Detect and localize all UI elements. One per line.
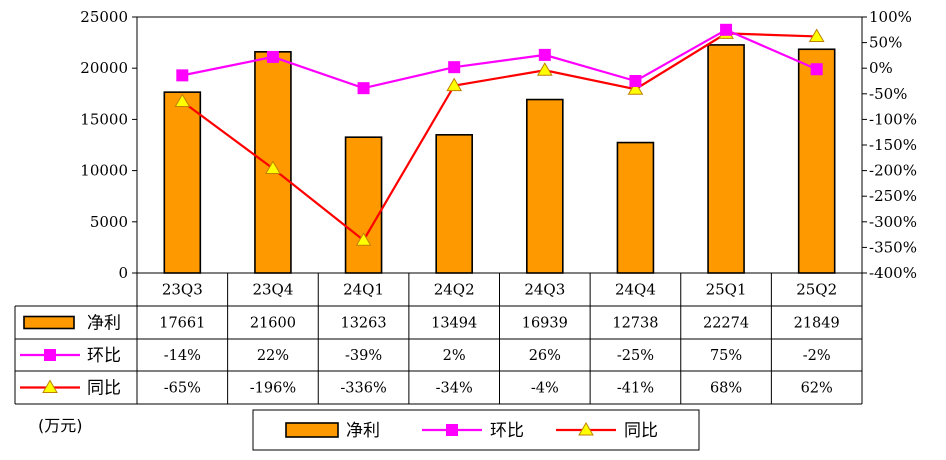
right-tick-label: -250% [869, 187, 917, 205]
table-cell: 22274 [703, 316, 749, 332]
row-label: 同比 [87, 379, 121, 399]
row-label: 环比 [87, 346, 121, 366]
left-tick-label: 25000 [80, 8, 128, 26]
lines-group [174, 23, 825, 246]
table-cell: 13494 [431, 316, 477, 332]
left-tick-label: 15000 [80, 110, 128, 128]
qoq-marker [720, 23, 733, 36]
table-cell: -4% [531, 381, 559, 397]
table-cell: -196% [250, 381, 296, 397]
table-cell: -34% [436, 381, 473, 397]
right-tick-label: 100% [869, 8, 912, 26]
table-cell: -14% [164, 348, 201, 364]
table-cell: 26% [529, 348, 561, 364]
right-tick-label: -50% [869, 85, 907, 103]
bar-net-profit [344, 136, 383, 274]
qoq-line [182, 28, 818, 90]
legend-key-yoy-marker [578, 422, 594, 436]
legend-label-yoy: 同比 [624, 421, 658, 441]
bars-group [163, 44, 836, 274]
yoy-marker [536, 62, 553, 76]
legend-label-net-profit: 净利 [346, 421, 380, 441]
left-tick-label: 20000 [80, 59, 128, 77]
qoq-marker [266, 50, 279, 63]
yoy-line [181, 32, 817, 242]
row-label: 净利 [87, 314, 121, 334]
right-tick-label: -300% [869, 213, 917, 231]
table-cell: 75% [710, 348, 742, 364]
right-tick-label: -200% [869, 162, 917, 180]
table-cell: -25% [617, 348, 654, 364]
table-cell: 68% [710, 381, 742, 397]
bar-net-profit [707, 44, 745, 274]
right-tick-label: -100% [869, 110, 917, 128]
row-key-marker [42, 379, 58, 393]
bar-net-profit [526, 98, 564, 274]
legend-label-qoq: 环比 [490, 421, 524, 441]
right-tick-label: -350% [869, 238, 917, 256]
yoy-marker [808, 28, 825, 42]
category-label: 25Q2 [796, 281, 837, 299]
bar-net-profit [797, 48, 836, 274]
left-tick-label: 10000 [80, 162, 128, 180]
qoq-marker [176, 69, 189, 82]
yoy-marker [627, 81, 644, 95]
bar-net-profit [616, 141, 655, 274]
right-tick-label: -150% [869, 136, 917, 154]
qoq-marker [538, 48, 551, 61]
table-cell: 21849 [794, 316, 840, 332]
table-cell: 2% [443, 348, 466, 364]
table-cell: -2% [803, 348, 831, 364]
right-tick-label: 50% [869, 34, 902, 52]
qoq-marker [810, 63, 823, 76]
table-cell: 22% [257, 348, 289, 364]
plot-frame [136, 16, 863, 274]
yoy-marker [446, 77, 463, 92]
table-cell: 17661 [159, 316, 205, 332]
table-cell: 16939 [522, 316, 568, 332]
bar-net-profit [435, 134, 473, 274]
table-cell: -336% [340, 381, 386, 397]
legend-key-net-profit [285, 422, 339, 438]
category-label: 24Q1 [343, 281, 384, 299]
axes-group: 0 5000 10000 15000 20000 25000 -400% -350% -300%… [80, 8, 917, 282]
qoq-marker [448, 61, 461, 74]
qoq-marker [357, 82, 370, 95]
qoq-marker [629, 75, 642, 87]
row-key-net-profit [23, 315, 75, 330]
left-tick-label: 0 [118, 264, 128, 282]
category-label: 24Q4 [615, 281, 656, 299]
table-cell: 62% [801, 381, 833, 397]
bar-net-profit [163, 91, 202, 274]
legend-key-qoq-marker [446, 424, 458, 436]
legend-box: 净利 环比 同比 [252, 409, 700, 451]
right-tick-label: 0% [869, 59, 893, 77]
category-label: 23Q4 [252, 281, 293, 299]
left-tick-label: 5000 [90, 213, 128, 231]
table-cell: -65% [164, 381, 201, 397]
yoy-marker [265, 160, 281, 175]
right-tick-label: -400% [869, 264, 917, 282]
table-cell: 12738 [612, 316, 658, 332]
category-label: 23Q3 [162, 281, 203, 299]
yoy-marker [355, 232, 372, 246]
data-table: 23Q3 23Q4 24Q1 24Q2 24Q3 24Q4 25Q1 25Q2 17661 216… [14, 272, 863, 405]
category-label: 25Q1 [706, 281, 747, 299]
table-cell: -41% [617, 381, 654, 397]
table-cell: -39% [345, 348, 382, 364]
table-cell: 21600 [250, 316, 296, 332]
row-key-marker [44, 349, 56, 361]
category-label: 24Q2 [434, 281, 475, 299]
table-cell: 13263 [340, 316, 386, 332]
yoy-marker [174, 93, 191, 107]
category-label: 24Q3 [524, 281, 565, 299]
unit-label: (万元) [38, 416, 83, 435]
